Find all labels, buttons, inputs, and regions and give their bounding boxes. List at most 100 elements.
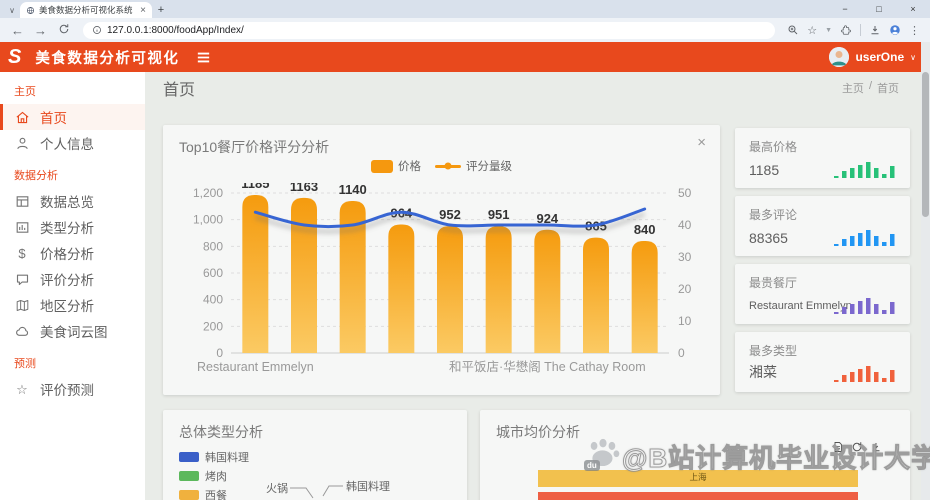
svg-text:600: 600 xyxy=(203,266,223,280)
svg-text:840: 840 xyxy=(634,222,656,237)
cloud-icon xyxy=(14,323,30,339)
pie-chart: 火锅 韩国料理 xyxy=(266,479,390,499)
home-icon xyxy=(14,109,30,125)
breadcrumb-current: 首页 xyxy=(877,83,899,95)
legend-line-swatch xyxy=(435,162,461,170)
reload-button[interactable] xyxy=(56,23,71,37)
svg-text:0: 0 xyxy=(678,346,685,360)
pie-legend-item[interactable]: 西餐 xyxy=(179,487,249,500)
svg-text:1163: 1163 xyxy=(290,183,318,194)
browser-menu-icon[interactable]: ⋮ xyxy=(909,24,920,37)
svg-text:800: 800 xyxy=(203,239,223,253)
svg-text:10: 10 xyxy=(678,314,692,328)
stat-card-value: 湘菜 xyxy=(749,364,777,380)
user-menu[interactable]: userOne ∨ xyxy=(829,47,916,67)
pie-legend-label: 西餐 xyxy=(205,490,227,500)
stat-card: 最多类型 湘菜 xyxy=(735,332,910,392)
sidebar-item-map[interactable]: 地区分析 xyxy=(0,292,145,318)
caret-down-icon[interactable]: ▼ xyxy=(825,26,832,34)
stat-card: 最贵餐厅 Restaurant Emmelyn xyxy=(735,264,910,324)
city-bar-label: 上海 xyxy=(689,472,707,482)
pie-legend-label: 韩国料理 xyxy=(205,452,249,464)
app-title: 美食数据分析可视化 xyxy=(35,50,180,67)
sidebar-item-label: 类型分析 xyxy=(40,221,94,236)
refresh-icon[interactable] xyxy=(851,440,863,458)
svg-text:951: 951 xyxy=(488,207,510,222)
sidebar-item-table[interactable]: 数据总览 xyxy=(0,188,145,214)
app-header: S 美食数据分析可视化 userOne ∨ xyxy=(0,42,930,72)
window-close-button[interactable]: × xyxy=(910,4,916,14)
browser-tab[interactable]: 美食数据分析可视化系统 × xyxy=(20,2,152,18)
stat-card-title: 最贵餐厅 xyxy=(749,276,798,290)
sparkline-chart xyxy=(834,230,895,246)
window-minimize-button[interactable]: − xyxy=(842,4,848,14)
sidebar-item-comment[interactable]: 评价分析 xyxy=(0,266,145,292)
tab-search-icon[interactable]: ∨ xyxy=(9,5,15,15)
sidebar-item-home[interactable]: 首页 xyxy=(0,104,145,130)
svg-text:和平饭店·华懋阁 The Cathay Room: 和平饭店·华懋阁 The Cathay Room xyxy=(449,359,646,374)
pie-legend-item[interactable]: 韩国料理 xyxy=(179,449,249,465)
site-info-icon xyxy=(93,26,101,34)
hamburger-menu-icon[interactable] xyxy=(195,49,212,66)
legend-color-chip xyxy=(179,452,199,462)
page-head: 首页 主页 / 首页 xyxy=(145,72,921,104)
downloads-icon[interactable] xyxy=(869,24,881,36)
scrollbar-thumb[interactable] xyxy=(922,72,929,217)
sidebar-item-label: 评价分析 xyxy=(40,273,94,288)
stat-card: 最多评论 88365 xyxy=(735,196,910,256)
svg-text:400: 400 xyxy=(203,293,223,307)
stat-card-title: 最多类型 xyxy=(749,344,798,358)
city-price-card: 城市均价分析 上海 xyxy=(480,410,910,500)
pie-legend-item[interactable]: 烤肉 xyxy=(179,468,249,484)
sidebar-item-user[interactable]: 个人信息 xyxy=(0,130,145,156)
new-tab-button[interactable]: + xyxy=(157,4,165,16)
bar-chart-icon xyxy=(14,219,30,235)
sidebar-item-bar-chart[interactable]: 类型分析 xyxy=(0,214,145,240)
avatar xyxy=(829,47,850,67)
sidebar-section-label: 主页 xyxy=(14,86,36,98)
legend-color-chip xyxy=(179,471,199,481)
sidebar-item-label: 数据总览 xyxy=(40,195,94,210)
card-close-icon[interactable]: × xyxy=(697,134,706,151)
sidebar-item-cloud[interactable]: 美食词云图 xyxy=(0,318,145,344)
sidebar-item-label: 价格分析 xyxy=(40,247,94,262)
forward-button[interactable]: → xyxy=(34,22,47,38)
svg-text:1,000: 1,000 xyxy=(193,213,223,227)
legend-item[interactable]: 评分量级 xyxy=(435,158,512,174)
legend-item[interactable]: 价格 xyxy=(371,158,421,174)
city-chart-title: 城市均价分析 xyxy=(496,424,580,440)
toolbar-divider xyxy=(860,24,861,36)
sidebar-item-star[interactable]: ☆ 评价预测 xyxy=(0,376,145,402)
map-icon xyxy=(14,297,30,313)
sidebar-item-dollar[interactable]: $ 价格分析 xyxy=(0,240,145,266)
svg-text:20: 20 xyxy=(678,282,692,296)
sidebar-section-label: 数据分析 xyxy=(14,170,58,182)
svg-text:0: 0 xyxy=(216,346,223,360)
window-maximize-button[interactable]: □ xyxy=(876,4,882,14)
extensions-puzzle-icon[interactable] xyxy=(840,24,852,36)
svg-text:Restaurant Emmelyn: Restaurant Emmelyn xyxy=(197,360,314,374)
breadcrumb-root[interactable]: 主页 xyxy=(841,83,864,95)
stat-card-title: 最高价格 xyxy=(749,140,798,154)
app-logo: S xyxy=(8,45,22,68)
sidebar-item-label: 个人信息 xyxy=(40,137,94,152)
sidebar: 主页 首页 个人信息 数据分析 数据总览 类型分析 $ 价格分析 评价分析 地区分析 美食词云图 预测… xyxy=(0,72,145,500)
page-scrollbar[interactable] xyxy=(921,42,930,500)
sparkline-chart xyxy=(834,162,895,178)
type-analysis-card: 总体类型分析 韩国料理烤肉西餐小吃快餐 火锅 韩国料理 xyxy=(163,410,467,500)
sparkline-chart xyxy=(834,298,895,314)
pie-legend-label: 烤肉 xyxy=(205,471,227,483)
data-view-icon[interactable] xyxy=(832,440,844,458)
download-icon[interactable] xyxy=(870,440,882,458)
zoom-icon[interactable] xyxy=(787,24,799,36)
svg-text:952: 952 xyxy=(439,207,461,222)
profile-icon[interactable] xyxy=(889,24,901,36)
stat-card: 最高价格 1185 xyxy=(735,128,910,188)
back-button[interactable]: ← xyxy=(11,22,24,38)
tab-close-icon[interactable]: × xyxy=(140,4,146,16)
bookmark-star-icon[interactable]: ☆ xyxy=(807,24,818,37)
chart-title: Top10餐厅价格评分分析 xyxy=(179,139,330,155)
page-title: 首页 xyxy=(163,82,196,99)
legend-dot xyxy=(444,162,452,170)
address-bar[interactable]: 127.0.0.1:8000/foodApp/Index/ xyxy=(83,21,776,39)
